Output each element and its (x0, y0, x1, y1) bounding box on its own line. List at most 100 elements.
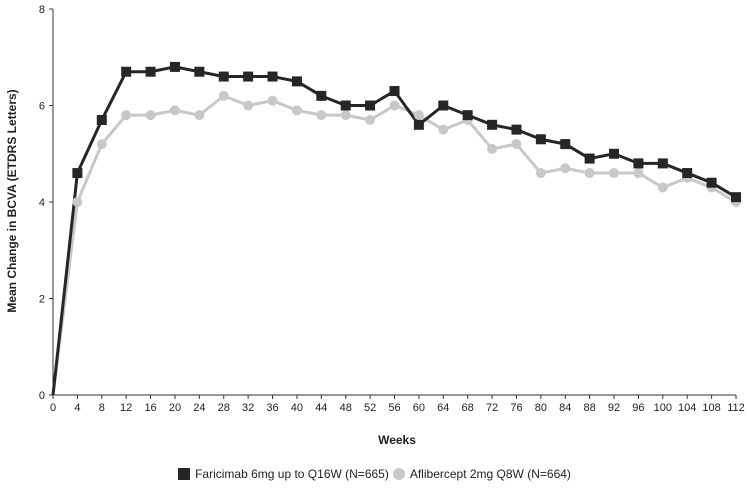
x-tick-label: 60 (413, 402, 425, 414)
data-point-faricimab (584, 153, 595, 164)
y-axis-ticks: 0 2 4 6 8 (39, 4, 53, 402)
data-point-aflibercept (218, 90, 229, 101)
x-tick-label: 8 (99, 402, 105, 414)
x-tick-label: 16 (144, 402, 156, 414)
data-point-aflibercept (389, 100, 400, 111)
x-tick-label: 64 (437, 402, 449, 414)
data-point-aflibercept (267, 95, 278, 106)
legend-label-faricimab: Faricimab 6mg up to Q16W (N=665) (195, 467, 389, 481)
y-axis-label: Mean Change in BCVA (ETDRS Letters) (5, 89, 19, 312)
data-point-faricimab (706, 177, 717, 188)
x-tick-label: 20 (169, 402, 181, 414)
y-tick-label: 4 (39, 197, 45, 209)
x-tick-label: 44 (315, 402, 327, 414)
x-tick-label: 36 (266, 402, 278, 414)
data-point-faricimab (96, 114, 107, 125)
data-point-faricimab (169, 61, 180, 72)
legend-circle-marker (392, 468, 405, 480)
x-tick-label: 0 (50, 402, 56, 414)
data-point-aflibercept (438, 124, 449, 135)
x-tick-label: 88 (584, 402, 596, 414)
data-point-faricimab (609, 148, 620, 159)
data-point-aflibercept (511, 139, 522, 150)
x-tick-label: 28 (218, 402, 230, 414)
data-point-aflibercept (633, 168, 644, 179)
y-tick-label: 2 (39, 294, 45, 306)
data-point-faricimab (682, 168, 693, 179)
data-point-aflibercept (609, 168, 620, 179)
chart-legend: Faricimab 6mg up to Q16W (N=665) Afliber… (0, 467, 749, 481)
x-axis-ticks: 0 4 8 12 16 20 24 28 32 36 40 44 48 52 56 60 64 68 72 76 80 8… (50, 395, 745, 414)
data-point-faricimab (511, 124, 522, 135)
data-point-aflibercept (535, 168, 546, 179)
x-tick-label: 104 (678, 402, 696, 414)
data-point-faricimab (218, 71, 229, 82)
x-tick-label: 100 (654, 402, 672, 414)
x-tick-label: 68 (462, 402, 474, 414)
data-point-faricimab (633, 158, 644, 169)
data-point-aflibercept (316, 110, 327, 121)
data-point-faricimab (365, 100, 376, 111)
series-line-aflibercept (51, 94, 737, 396)
y-tick-label: 6 (39, 101, 45, 113)
data-point-faricimab (413, 119, 424, 130)
data-point-faricimab (438, 100, 449, 111)
x-tick-label: 52 (364, 402, 376, 414)
data-point-aflibercept (243, 100, 254, 111)
x-tick-label: 108 (702, 402, 720, 414)
x-tick-label: 56 (388, 402, 400, 414)
data-point-faricimab (267, 71, 278, 82)
series-markers (72, 61, 741, 207)
x-tick-label: 4 (74, 402, 80, 414)
data-point-faricimab (194, 66, 205, 77)
data-point-faricimab (487, 119, 498, 130)
data-point-faricimab (340, 100, 351, 111)
x-tick-label: 48 (340, 402, 352, 414)
data-point-aflibercept (145, 110, 156, 121)
x-tick-label: 112 (727, 402, 745, 414)
y-tick-label: 8 (39, 4, 45, 16)
x-tick-label: 72 (486, 402, 498, 414)
x-axis-label: Weeks (378, 433, 416, 447)
data-point-aflibercept (584, 168, 595, 179)
data-point-faricimab (657, 158, 668, 169)
legend-item-faricimab: Faricimab 6mg up to Q16W (N=665) (178, 467, 389, 481)
data-point-aflibercept (169, 105, 180, 116)
x-tick-label: 92 (608, 402, 620, 414)
data-point-faricimab (535, 134, 546, 145)
y-tick-label: 0 (39, 390, 45, 402)
data-point-aflibercept (657, 182, 668, 193)
data-point-faricimab (731, 192, 741, 203)
data-point-faricimab (72, 168, 83, 179)
data-point-aflibercept (291, 105, 302, 116)
data-point-aflibercept (121, 110, 132, 121)
data-point-faricimab (462, 110, 473, 121)
data-point-aflibercept (72, 197, 83, 207)
data-point-faricimab (243, 71, 254, 82)
data-point-faricimab (389, 86, 400, 97)
data-point-aflibercept (365, 114, 376, 125)
data-point-aflibercept (560, 163, 571, 174)
data-point-aflibercept (340, 110, 351, 121)
data-point-faricimab (316, 90, 327, 101)
data-point-faricimab (121, 66, 132, 77)
x-tick-label: 12 (120, 402, 132, 414)
x-tick-label: 76 (510, 402, 522, 414)
data-point-aflibercept (413, 110, 424, 121)
x-tick-label: 80 (535, 402, 547, 414)
x-tick-label: 84 (559, 402, 571, 414)
data-point-faricimab (145, 66, 156, 77)
data-point-faricimab (291, 76, 302, 87)
data-point-aflibercept (487, 143, 498, 154)
data-point-faricimab (560, 139, 571, 150)
x-tick-label: 40 (291, 402, 303, 414)
legend-square-marker (178, 468, 191, 480)
data-point-aflibercept (96, 139, 107, 150)
legend-label-aflibercept: Aflibercept 2mg Q8W (N=664) (409, 467, 571, 481)
legend-item-aflibercept: Aflibercept 2mg Q8W (N=664) (392, 467, 571, 481)
x-tick-label: 24 (193, 402, 205, 414)
x-tick-label: 32 (242, 402, 254, 414)
x-tick-label: 96 (632, 402, 644, 414)
data-point-aflibercept (194, 110, 205, 121)
